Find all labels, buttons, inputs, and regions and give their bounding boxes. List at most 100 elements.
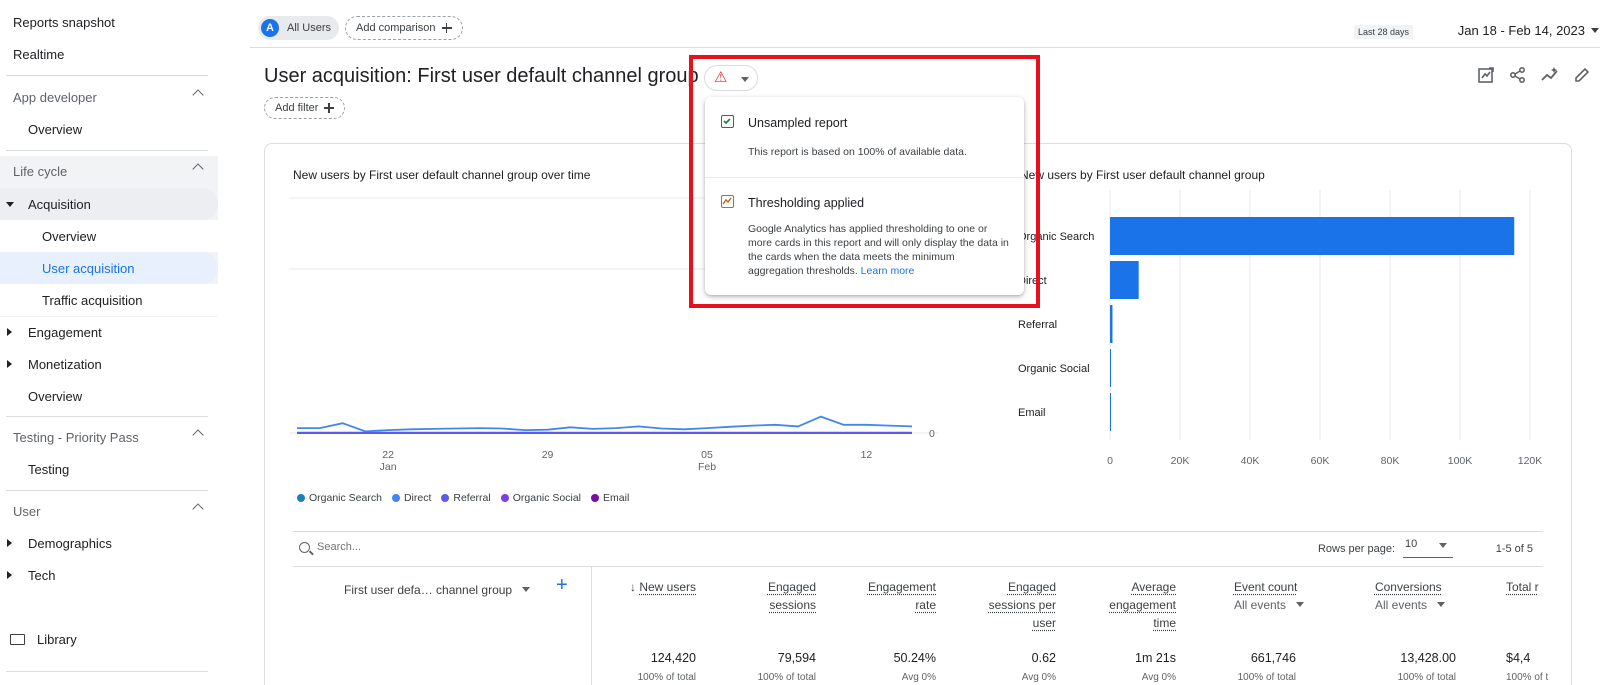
legend-label: Direct	[404, 492, 431, 504]
divider	[6, 150, 208, 151]
x-tick-label: 40K	[1241, 455, 1260, 467]
sidebar-item-app-overview[interactable]: Overview	[0, 113, 218, 145]
header-engagement-rate[interactable]: Engagement rate	[868, 578, 936, 614]
plus-icon	[442, 23, 452, 33]
highlight-box	[689, 55, 1040, 308]
total-event-count: 661,746	[1251, 651, 1296, 665]
share-icon[interactable]	[1508, 66, 1528, 86]
bar-chart[interactable]: 0 20K 40K 60K 80K 100K 120KOrganic SearchDirec…	[1010, 190, 1570, 490]
chevron-up-icon	[192, 89, 203, 100]
chevron-down-icon	[1296, 602, 1304, 607]
total-sub-engaged-sessions: 100% of total	[758, 672, 816, 683]
bar-referral[interactable]	[1110, 305, 1112, 343]
header-event-count[interactable]: Event count All events	[1234, 578, 1304, 614]
insights-icon[interactable]	[1540, 66, 1560, 86]
sidebar-item-demographics[interactable]: Demographics	[0, 527, 218, 559]
total-sub-conversions: 100% of total	[1398, 672, 1456, 683]
segment-label: All Users	[287, 22, 331, 34]
x-tick-label: 29	[542, 449, 554, 461]
caret-down-icon	[6, 202, 14, 207]
divider	[6, 490, 208, 491]
legend-label: Organic Search	[309, 492, 382, 504]
header-total-revenue[interactable]: Total r	[1506, 578, 1539, 596]
sidebar-item-tech[interactable]: Tech	[0, 559, 218, 591]
sidebar-item-engagement[interactable]: Engagement	[0, 316, 218, 348]
sidebar-item-acq-overview[interactable]: Overview	[0, 220, 218, 252]
sidebar-item-user-acquisition[interactable]: User acquisition	[0, 252, 218, 284]
series-line-direct[interactable]	[297, 417, 912, 432]
bar-direct[interactable]	[1110, 261, 1139, 299]
bar-organic-search[interactable]	[1110, 217, 1514, 255]
table-search-input[interactable]	[317, 541, 517, 553]
sidebar-item-testing[interactable]: Testing	[0, 453, 218, 485]
column-divider	[591, 567, 592, 685]
rows-per-page-select[interactable]: 10	[1403, 538, 1453, 558]
legend-item[interactable]: Referral	[441, 492, 490, 504]
add-dimension-icon[interactable]: +	[556, 576, 568, 594]
caret-right-icon	[7, 539, 12, 547]
chevron-down-icon	[1439, 543, 1447, 548]
category-label: Referral	[1018, 319, 1057, 331]
segment-chip[interactable]: A All Users	[258, 16, 339, 40]
top-bar: A All Users Add comparison Last 28 days …	[250, 0, 1600, 48]
total-engaged-sessions: 79,594	[778, 651, 816, 665]
total-sub-engaged-per-user: Avg 0%	[1022, 672, 1056, 683]
x-tick-label: 22	[382, 449, 394, 461]
sidebar-item-acquisition[interactable]: Acquisition	[0, 188, 218, 220]
legend-dot	[441, 494, 449, 502]
legend-label: Organic Social	[513, 492, 581, 504]
dimension-header[interactable]: First user defa… channel group	[344, 581, 530, 599]
x-tick-month: Jan	[380, 461, 397, 473]
bar-email[interactable]	[1110, 393, 1111, 431]
chevron-up-icon	[192, 429, 203, 440]
chevron-up-icon	[192, 163, 203, 174]
legend-item[interactable]: Email	[591, 492, 629, 504]
total-new-users: 124,420	[651, 651, 696, 665]
sidebar-item-library[interactable]: Library	[10, 632, 77, 647]
total-sub-new-users: 100% of total	[638, 672, 696, 683]
divider	[6, 75, 208, 76]
sidebar-item-monetization[interactable]: Monetization	[0, 348, 218, 380]
add-filter-button[interactable]: Add filter	[264, 97, 345, 119]
date-range-picker[interactable]: Jan 18 - Feb 14, 2023	[1458, 23, 1585, 38]
chevron-down-icon	[522, 587, 530, 592]
legend-item[interactable]: Organic Search	[297, 492, 382, 504]
sidebar-item-realtime[interactable]: Realtime	[0, 38, 218, 70]
rows-per-page-label: Rows per page:	[1318, 543, 1395, 555]
bar-chart-title: New users by First user default channel …	[1020, 168, 1265, 182]
x-tick-label: 100K	[1448, 455, 1473, 467]
chevron-down-icon[interactable]	[1591, 28, 1599, 33]
header-new-users[interactable]: ↓ New users	[630, 578, 696, 596]
sidebar-item-lc-overview[interactable]: Overview	[0, 380, 218, 412]
line-chart-legend: Organic Search Direct Referral Organic Soci…	[297, 492, 629, 504]
legend-dot	[501, 494, 509, 502]
x-tick-month: Feb	[698, 461, 716, 473]
x-tick-label: 80K	[1381, 455, 1400, 467]
pagination-label: 1-5 of 5	[1496, 543, 1533, 555]
sidebar-item-traffic-acquisition[interactable]: Traffic acquisition	[0, 284, 218, 316]
add-comparison-button[interactable]: Add comparison	[345, 16, 463, 40]
total-sub-avg-engagement: Avg 0%	[1142, 672, 1176, 683]
header-engaged-per-user[interactable]: Engaged sessions per user	[989, 578, 1056, 632]
legend-item[interactable]: Direct	[392, 492, 431, 504]
caret-right-icon	[7, 360, 12, 368]
edit-icon[interactable]	[1572, 66, 1592, 86]
chevron-up-icon	[192, 503, 203, 514]
legend-label: Email	[603, 492, 629, 504]
section-testing[interactable]: Testing - Priority Pass	[0, 421, 218, 453]
header-conversions[interactable]: Conversions All events	[1375, 578, 1445, 614]
section-app-developer[interactable]: App developer	[0, 81, 218, 113]
legend-item[interactable]: Organic Social	[501, 492, 581, 504]
sidebar-item-reports-snapshot[interactable]: Reports snapshot	[0, 6, 218, 38]
bar-organic-social[interactable]	[1110, 349, 1111, 387]
total-engagement-rate: 50.24%	[894, 651, 936, 665]
header-engaged-sessions[interactable]: Engaged sessions	[768, 578, 816, 614]
section-user[interactable]: User	[0, 495, 218, 527]
category-label: Email	[1018, 407, 1046, 419]
header-avg-engagement[interactable]: Average engagement time	[1109, 578, 1176, 632]
legend-dot	[591, 494, 599, 502]
x-tick-label: 0	[1107, 455, 1113, 467]
section-life-cycle[interactable]: Life cycle	[0, 155, 218, 187]
customize-report-icon[interactable]	[1476, 66, 1496, 86]
total-revenue: $4,4	[1506, 651, 1530, 665]
